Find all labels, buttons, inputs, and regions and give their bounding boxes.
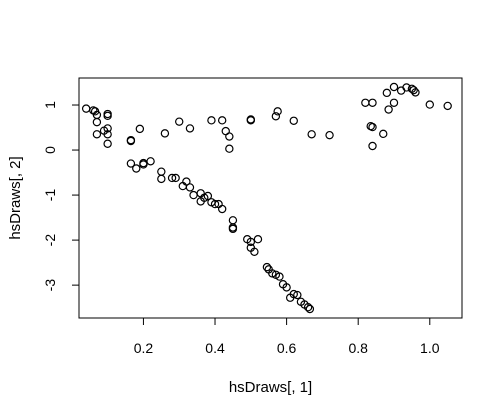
x-tick-label: 0.4 (205, 340, 225, 356)
data-point (303, 302, 313, 312)
x-tick-label: 0.6 (277, 340, 297, 356)
data-point (425, 100, 434, 109)
data-point (389, 98, 399, 107)
y-tick-label: 1 (42, 101, 58, 109)
data-point (185, 183, 195, 192)
data-point (210, 199, 220, 209)
data-point (157, 174, 166, 184)
y-tick-label: 0 (42, 146, 58, 154)
data-point (139, 160, 148, 169)
data-point (103, 111, 112, 121)
data-point (368, 122, 377, 132)
data-point (253, 235, 263, 244)
data-point (182, 177, 191, 186)
data-point (289, 116, 298, 125)
data-point (135, 124, 145, 134)
y-tick-label: -2 (42, 234, 58, 247)
data-point (402, 83, 411, 92)
data-point (146, 157, 155, 166)
data-point (167, 173, 177, 183)
data-point (443, 101, 452, 111)
data-point (289, 289, 298, 299)
data-point (103, 130, 112, 139)
data-point (225, 144, 234, 153)
data-point (203, 191, 213, 201)
data-point (268, 269, 277, 278)
x-tick-label: 0.2 (134, 340, 154, 356)
points-layer (81, 82, 452, 314)
data-point (90, 107, 100, 116)
data-point (185, 124, 195, 133)
data-point (411, 88, 420, 97)
data-point (293, 290, 302, 300)
data-point (325, 130, 334, 140)
x-tick-label: 0.8 (348, 340, 368, 356)
data-point (368, 98, 377, 107)
data-point (262, 262, 272, 272)
data-point (282, 283, 291, 292)
data-point (271, 112, 281, 121)
x-axis-label: hsDraws[, 1] (229, 379, 312, 396)
data-point (92, 130, 102, 139)
data-point (275, 272, 284, 281)
y-tick-label: -3 (42, 279, 58, 292)
data-point (368, 141, 377, 151)
data-point (207, 116, 216, 125)
x-axis: 0.2 0.4 0.6 0.8 1.0 (134, 317, 440, 356)
data-point (175, 117, 184, 126)
data-point (103, 124, 112, 133)
data-point (126, 159, 136, 168)
data-point (92, 117, 102, 127)
data-point (217, 204, 227, 214)
data-point (246, 116, 256, 125)
data-point (389, 82, 399, 92)
data-point (307, 130, 316, 139)
y-axis: -3 -2 -1 0 1 (42, 101, 80, 292)
data-point (305, 304, 315, 314)
data-point (246, 237, 256, 247)
data-point (273, 107, 282, 116)
data-point (409, 85, 418, 95)
y-axis-label: hsDraws[, 2] (7, 156, 24, 239)
data-point (382, 88, 392, 98)
data-point (171, 173, 180, 183)
data-point (160, 129, 170, 138)
data-point (126, 136, 136, 146)
data-point (379, 129, 388, 139)
data-point (225, 132, 234, 141)
data-point (384, 105, 393, 114)
x-tick-label: 1.0 (420, 340, 440, 356)
data-point (132, 164, 141, 173)
data-point (103, 139, 112, 148)
data-point (228, 224, 238, 234)
y-tick-label: -1 (42, 189, 58, 202)
data-point (250, 247, 259, 257)
data-point (217, 116, 227, 125)
